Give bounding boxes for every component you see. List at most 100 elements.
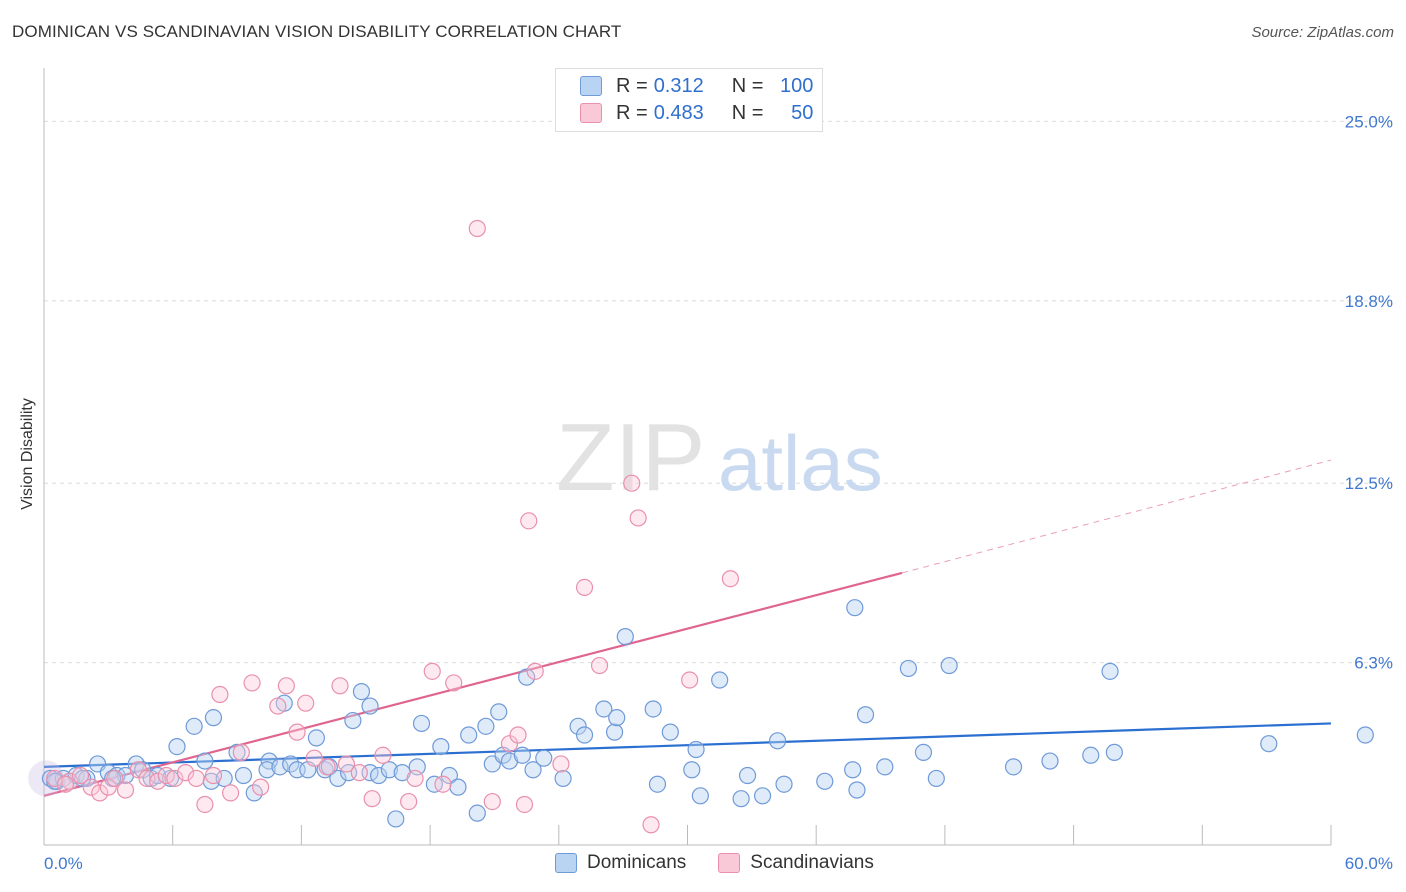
axes: [43, 68, 1332, 846]
data-point: [513, 746, 531, 764]
data-point: [616, 628, 634, 646]
legend-item-dominicans[interactable]: Dominicans: [555, 852, 686, 874]
trend-line-dominicans: [43, 722, 1332, 768]
y-tick-label: 18.8%: [1345, 292, 1393, 311]
data-point: [468, 219, 486, 238]
data-point: [738, 766, 757, 785]
data-point: [331, 677, 349, 695]
data-point: [552, 755, 570, 773]
watermark-atlas: atlas: [718, 419, 883, 507]
data-point: [1041, 752, 1059, 770]
data-point: [775, 775, 793, 793]
data-point: [687, 740, 705, 759]
legend-item-scandinavians[interactable]: Scandinavians: [718, 852, 874, 874]
data-point: [387, 810, 405, 828]
data-point: [350, 764, 368, 782]
data-point: [569, 717, 587, 735]
data-point: [1105, 743, 1123, 761]
legend-swatch-pink: [718, 853, 741, 873]
data-point: [271, 758, 289, 776]
data-point: [434, 775, 452, 793]
data-point: [288, 723, 306, 741]
legend-swatch-blue: [580, 76, 602, 96]
data-point: [82, 778, 100, 796]
data-point: [228, 743, 246, 761]
data-point: [176, 764, 195, 782]
data-point: [490, 703, 508, 721]
data-point: [518, 668, 536, 686]
data-point: [99, 778, 117, 796]
data-point: [56, 775, 75, 793]
data-point: [352, 682, 371, 701]
data-point: [329, 769, 347, 788]
y-tick-label: 25.0%: [1345, 112, 1393, 131]
data-point: [116, 781, 135, 799]
n-value: 100: [780, 74, 814, 97]
x-tick-label: 0.0%: [44, 854, 83, 873]
data-point: [1082, 746, 1100, 764]
data-point: [138, 769, 156, 788]
data-point: [406, 769, 424, 788]
data-point: [642, 816, 660, 834]
data-point: [1101, 662, 1119, 680]
n-label: N =: [731, 74, 764, 97]
data-point: [71, 766, 90, 785]
data-point: [282, 755, 300, 773]
data-point: [629, 509, 647, 527]
data-point: [258, 761, 276, 779]
data-point: [318, 758, 336, 776]
r-label: R =: [616, 74, 648, 97]
data-point: [305, 749, 323, 767]
data-point: [856, 706, 875, 724]
data-point: [1260, 735, 1278, 753]
legend-label: Dominicans: [587, 852, 687, 873]
data-point: [914, 743, 933, 761]
x-tick-labels: 0.0% 60.0%: [44, 854, 1393, 873]
n-value: 50: [791, 101, 814, 124]
data-point: [222, 784, 240, 802]
data-point: [168, 737, 186, 756]
data-point: [232, 743, 250, 761]
data-point: [400, 792, 418, 811]
series-legend: Dominicans Scandinavians: [555, 852, 906, 874]
data-point: [477, 717, 495, 735]
n-label: N =: [731, 101, 764, 124]
data-point: [691, 787, 709, 805]
data-point: [876, 758, 894, 776]
r-value: 0.483: [653, 101, 704, 124]
data-point: [460, 726, 478, 744]
legend-swatch-pink: [580, 103, 602, 123]
data-point: [363, 790, 381, 808]
data-point: [204, 766, 223, 785]
data-point: [297, 694, 315, 712]
data-point: [277, 677, 295, 695]
data-point: [269, 697, 287, 715]
data-point: [753, 787, 772, 805]
data-point: [196, 752, 214, 770]
data-point: [380, 761, 398, 779]
y-tick-label: 6.3%: [1354, 654, 1393, 673]
r-value: 0.312: [653, 74, 704, 97]
data-point: [370, 766, 388, 785]
data-point: [185, 717, 203, 735]
data-point: [234, 766, 253, 785]
data-point: [524, 761, 542, 779]
data-point: [445, 674, 463, 692]
data-point: [520, 512, 538, 530]
data-point: [187, 769, 205, 788]
data-point: [483, 792, 501, 811]
data-point: [307, 729, 326, 747]
data-point: [412, 714, 431, 733]
data-point: [204, 709, 223, 727]
legend-swatch-blue: [555, 853, 577, 873]
data-point: [449, 778, 467, 796]
data-point: [768, 732, 787, 750]
data-point: [595, 700, 613, 718]
data-point: [509, 726, 527, 744]
data-point: [1004, 758, 1023, 776]
data-point: [648, 775, 667, 793]
data-point: [500, 735, 519, 753]
data-point: [468, 804, 486, 822]
trend-lines: [43, 459, 1332, 797]
